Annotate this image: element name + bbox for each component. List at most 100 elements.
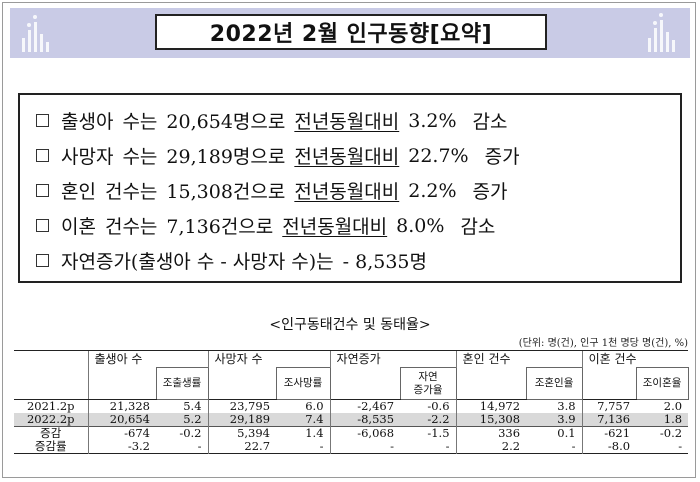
checkbox-icon bbox=[36, 219, 49, 232]
table-row-highlighted: 2022.2p 20,654 5.2 29,189 7.4 -8,535 -2.… bbox=[14, 412, 689, 427]
table-cell: 7,136 bbox=[581, 413, 637, 427]
summary-item-natural-increase: 자연증가(출생아 수 - 사망자 수)는 - 8,535명 bbox=[36, 247, 427, 274]
table-cell: -674 bbox=[87, 426, 156, 440]
summary-item-marriages: 혼인 건수는 15,308건으로 전년동월대비 2.2% 증가 bbox=[36, 177, 507, 204]
table-cell: -3.2 bbox=[87, 440, 156, 454]
summary-rate: 2.2% bbox=[408, 179, 457, 202]
table-cell: -0.6 bbox=[427, 399, 450, 413]
table-cell: 7,757 bbox=[581, 399, 637, 413]
checkbox-icon bbox=[36, 114, 49, 127]
table-row: 증감 -674 -0.2 5,394 1.4 -6,068 -1.5 336 0… bbox=[14, 426, 688, 440]
table-cell: -0.2 bbox=[659, 426, 683, 440]
table-cell: 23,795 bbox=[207, 399, 277, 413]
table-row: 2021.2p 21,328 5.4 23,795 6.0 -2,467 -0.… bbox=[14, 399, 688, 413]
summary-compare: 전년동월대비 bbox=[294, 146, 400, 168]
summary-value: 15,308건으로 bbox=[166, 181, 286, 203]
table-cell: 5,394 bbox=[207, 426, 277, 440]
summary-verb: 수는 bbox=[122, 146, 158, 168]
column-group-marriages: 혼인 건수 bbox=[455, 350, 583, 368]
table-cell: 5.4 bbox=[183, 399, 202, 413]
table-cell: 1.4 bbox=[305, 426, 324, 440]
table-cell: -621 bbox=[581, 426, 637, 440]
table-cell: -2,467 bbox=[329, 399, 401, 413]
table-cell: -8.0 bbox=[581, 440, 637, 454]
column-natural-increase-rate-line2: 증가율 bbox=[413, 383, 443, 396]
table-unit-note: (단위: 명(건), 인구 1천 명당 명(건), %) bbox=[518, 338, 688, 349]
summary-value: - 8,535명 bbox=[342, 251, 427, 273]
table-corner bbox=[14, 350, 88, 368]
summary-change: 감소 bbox=[472, 111, 508, 133]
table-title: <인구동태건수 및 동태율> bbox=[269, 317, 431, 333]
table-cell: 20,654 bbox=[87, 413, 156, 427]
header-spacer bbox=[87, 367, 156, 400]
table-cell: - bbox=[678, 439, 683, 453]
summary-subject: 출생아 bbox=[61, 111, 114, 133]
table-cell: 6.0 bbox=[305, 399, 324, 413]
summary-item-births: 출생아 수는 20,654명으로 전년동월대비 3.2% 감소 bbox=[36, 107, 507, 134]
header-spacer bbox=[329, 367, 401, 400]
summary-compare: 전년동월대비 bbox=[294, 111, 400, 133]
summary-change: 감소 bbox=[460, 216, 496, 238]
column-crude-divorce-rate: 조이혼율 bbox=[635, 367, 689, 400]
row-label: 2021.2p bbox=[26, 399, 75, 413]
checkbox-icon bbox=[36, 254, 49, 267]
table-cell: -2.2 bbox=[427, 412, 450, 426]
table-cell: - bbox=[445, 439, 450, 453]
table-corner bbox=[14, 367, 88, 400]
table-cell: 29,189 bbox=[207, 413, 277, 427]
column-group-deaths: 사망자 수 bbox=[207, 350, 331, 368]
table-cell: 22.7 bbox=[207, 440, 277, 454]
summary-compare: 전년동월대비 bbox=[282, 216, 388, 238]
column-group-natural-increase: 자연증가 bbox=[329, 350, 457, 368]
table-row: 증감률 -3.2 - 22.7 - - - 2.2 - -8.0 - bbox=[14, 439, 689, 454]
summary-subject: 혼인 bbox=[61, 181, 96, 203]
summary-verb: 건수는 bbox=[104, 216, 158, 238]
row-label: 2022.2p bbox=[26, 412, 75, 426]
table-cell: 5.2 bbox=[183, 412, 202, 426]
summary-value: 7,136건으로 bbox=[166, 216, 274, 238]
summary-verb: 건수는 bbox=[104, 181, 158, 203]
column-crude-marriage-rate: 조혼인율 bbox=[525, 367, 583, 400]
summary-rate: 8.0% bbox=[396, 214, 445, 237]
header-banner: 2022년 2월 인구동향[요약] bbox=[10, 8, 690, 58]
page-frame bbox=[2, 2, 696, 478]
column-group-divorces: 이혼 건수 bbox=[581, 350, 689, 368]
column-natural-increase-rate-line1: 자연 bbox=[418, 370, 438, 383]
summary-value: 20,654명으로 bbox=[166, 111, 286, 133]
bar-chart-decoration-icon bbox=[22, 15, 49, 52]
summary-change: 증가 bbox=[472, 181, 508, 203]
summary-subject: 사망자 bbox=[61, 146, 114, 168]
table-cell: -1.5 bbox=[427, 426, 450, 440]
table-cell: - bbox=[319, 439, 324, 453]
summary-value: 29,189명으로 bbox=[166, 146, 286, 168]
summary-item-deaths: 사망자 수는 29,189명으로 전년동월대비 22.7% 증가 bbox=[36, 142, 520, 169]
table-cell: 14,972 bbox=[455, 399, 527, 413]
table-cell: -6,068 bbox=[329, 426, 401, 440]
table-cell: 3.9 bbox=[557, 412, 576, 426]
header-spacer bbox=[207, 367, 277, 400]
table-cell: 1.8 bbox=[663, 412, 683, 426]
table-cell: 336 bbox=[455, 426, 527, 440]
summary-rate: 22.7% bbox=[408, 144, 469, 167]
summary-verb: 수는 bbox=[122, 111, 158, 133]
bar-chart-decoration-icon bbox=[648, 13, 675, 52]
column-natural-increase-rate: 자연 증가율 bbox=[399, 367, 457, 400]
table-cell: 2.0 bbox=[663, 399, 683, 413]
table-cell: -8,535 bbox=[329, 413, 401, 427]
column-group-births: 출생아 수 bbox=[87, 350, 209, 368]
summary-box: 출생아 수는 20,654명으로 전년동월대비 3.2% 감소 사망자 수는 2… bbox=[18, 93, 682, 283]
summary-compare: 전년동월대비 bbox=[294, 181, 400, 203]
table-header-subs: 조출생률 조사망률 자연 증가율 조혼인율 조이혼율 bbox=[14, 367, 689, 400]
table-cell: 3.8 bbox=[557, 399, 576, 413]
summary-rate: 3.2% bbox=[408, 109, 457, 132]
table-cell: 2.2 bbox=[455, 440, 527, 454]
checkbox-icon bbox=[36, 184, 49, 197]
table-cell: - bbox=[571, 439, 576, 453]
table-cell: 7.4 bbox=[305, 412, 324, 426]
table-cell: 0.1 bbox=[557, 426, 576, 440]
page-title: 2022년 2월 인구동향[요약] bbox=[209, 22, 493, 47]
header-spacer bbox=[455, 367, 527, 400]
table-header-groups: 출생아 수 사망자 수 자연증가 혼인 건수 이혼 건수 bbox=[14, 350, 689, 368]
checkbox-icon bbox=[36, 149, 49, 162]
table-cell: 15,308 bbox=[455, 413, 527, 427]
